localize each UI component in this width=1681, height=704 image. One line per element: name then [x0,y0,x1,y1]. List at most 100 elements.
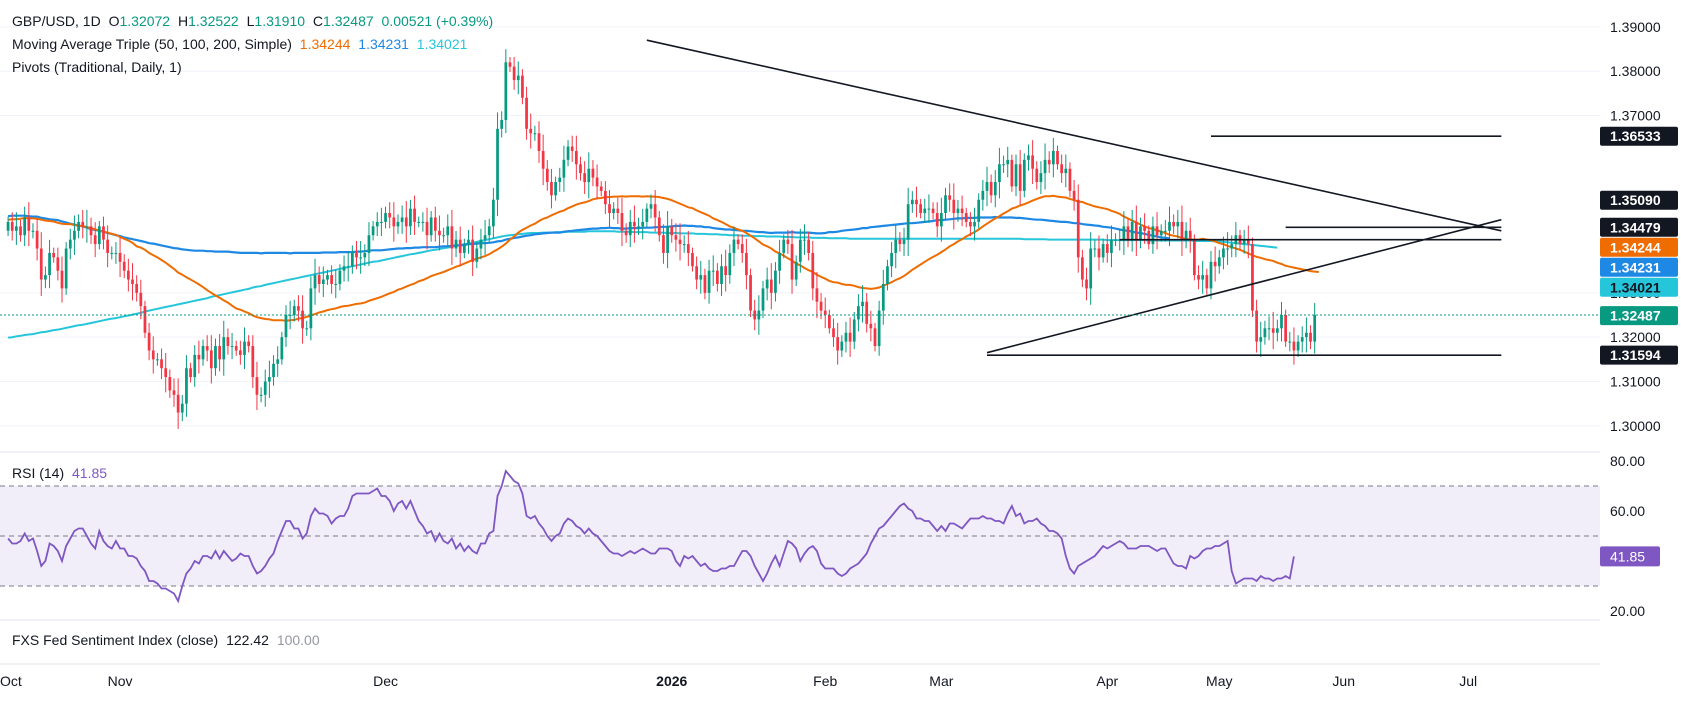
candle [1068,162,1072,198]
candle-body [1155,226,1159,236]
candle [782,234,786,259]
candle [628,209,632,248]
candle-body [728,252,732,276]
candle [226,328,230,355]
price-label-bg [1600,277,1678,297]
candle [923,198,927,223]
candle-body [881,283,885,311]
moving-averages [7,194,1319,339]
candle-body [964,213,968,222]
candle [218,334,221,372]
candle [815,272,819,319]
candle-body [413,208,416,222]
time-axis-label: Feb [813,673,837,689]
candle-body [558,177,562,183]
candle [479,228,483,260]
low-value: 1.31910 [254,13,306,29]
candle [355,240,358,270]
candle [1275,319,1279,342]
candle-body [915,199,918,205]
candle-body [479,239,483,249]
candle-body [844,332,848,342]
candle-body [189,368,192,378]
price-tick-label: 1.31000 [1610,374,1661,390]
candle [243,327,246,370]
candle [48,239,51,289]
candle [259,387,263,403]
candle-body [44,275,47,280]
candle-body [1027,155,1030,160]
candle [935,202,939,238]
candle-body [529,128,533,134]
candle [97,221,101,250]
candle-body [1296,341,1300,351]
candle-body [1193,239,1196,276]
rsi-line [7,469,1295,604]
candle-body [68,239,72,249]
candle [1197,265,1200,290]
candle-body [745,252,748,276]
candle-body [711,270,715,272]
candle [886,259,889,291]
candle [1251,237,1254,318]
candle [263,369,267,407]
candle [894,224,898,269]
candle-body [1151,226,1155,245]
candle [110,246,114,260]
candle [214,338,217,376]
candle-body [666,226,669,253]
price-label: 1.34231 [1600,257,1678,277]
price-label-bg [1600,345,1678,365]
candle-body [923,208,927,214]
candle-body [894,239,898,253]
candle-body [624,230,628,236]
candle-body [139,292,143,307]
candle [297,295,300,322]
candle-body [259,394,263,396]
candle-body [931,208,935,214]
candle [1259,321,1263,357]
candle [1292,327,1296,365]
candle-body [1126,226,1130,240]
candle [1134,205,1138,257]
candle-body [197,354,201,360]
candle [1064,154,1068,188]
candle [877,300,881,356]
candle-body [342,266,346,271]
candle-body [583,173,587,183]
candle-body [1056,150,1059,165]
candle-body [550,182,553,196]
candle-body [869,323,873,329]
candle [1309,325,1312,350]
candle-body [852,319,856,342]
candle [616,197,620,224]
candle-body [682,244,686,246]
candle [23,206,27,247]
candle [1184,222,1188,249]
candle-body [952,199,956,214]
candle-body [1093,248,1097,250]
candle-body [1047,159,1051,165]
price-tick-label: 1.32000 [1610,329,1661,345]
time-axis-label: 2026 [656,673,687,689]
trendlines [0,39,1600,356]
candle [60,256,64,303]
candle-body [803,239,806,241]
candle [1039,161,1043,194]
candle-body [720,266,723,284]
candle-body [409,208,412,227]
candle [10,212,14,241]
candle-body [317,275,321,284]
candle [711,255,715,286]
candle [471,225,475,276]
candle [608,190,611,228]
candle [450,209,454,265]
close-value: 1.32487 [323,13,374,29]
candle-body [1280,315,1283,329]
candle-body [97,226,101,245]
candle-body [939,213,943,227]
candle-body [297,306,300,311]
candle [827,309,831,334]
price-label-text: 1.34479 [1610,219,1661,235]
